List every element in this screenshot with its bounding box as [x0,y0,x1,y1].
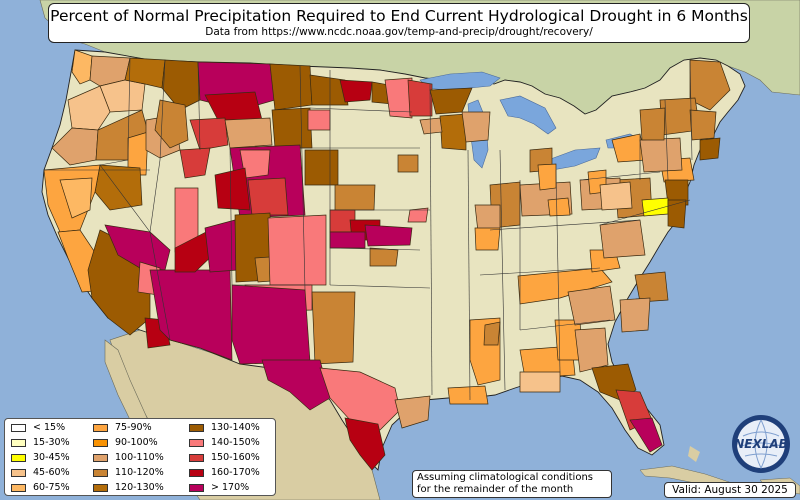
globe-lines [740,431,782,457]
legend-label: 150-160% [211,452,260,463]
legend-swatch [11,453,26,462]
bahamas-land [688,446,700,462]
logo-text: NEXLAB [734,437,788,451]
legend-label: 90-100% [115,437,158,448]
globe-meridian [754,419,768,470]
state-boundaries [44,57,693,401]
legend-swatch [11,468,26,477]
map-title: Percent of Normal Precipitation Required… [50,7,748,25]
legend-item: 160-170% [189,467,260,479]
legend-label: > 170% [211,482,250,493]
legend-label: 15-30% [33,437,70,448]
legend: < 15% 15-30% 30-45% 45-60% 60-75% 75-90% 90-10… [4,418,276,496]
legend-swatch [189,453,204,462]
legend-item: 150-160% [189,452,260,464]
title-box: Percent of Normal Precipitation Required… [48,3,750,43]
climatology-note: Assuming climatological conditions for t… [412,470,612,498]
map-subtitle: Data from https://www.ncdc.noaa.gov/temp… [205,26,593,38]
legend-swatch [11,483,26,492]
legend-item: 60-75% [11,482,70,494]
legend-label: 110-120% [115,467,164,478]
legend-label: 120-130% [115,482,164,493]
legend-item: 45-60% [11,467,70,479]
legend-swatch [189,483,204,492]
valid-date: Valid: August 30 2025 [664,482,796,498]
legend-label: 60-75% [33,482,70,493]
legend-label: 130-140% [211,422,260,433]
drought-regions [43,49,731,471]
legend-swatch [189,423,204,432]
legend-swatch [11,438,26,447]
legend-swatch [93,453,108,462]
legend-item: 75-90% [93,422,152,434]
legend-label: 160-170% [211,467,260,478]
legend-label: 45-60% [33,467,70,478]
legend-swatch [11,423,26,432]
legend-item: 110-120% [93,467,164,479]
legend-item: < 15% [11,422,65,434]
legend-item: 130-140% [189,422,260,434]
legend-item: 100-110% [93,452,164,464]
legend-swatch [93,483,108,492]
legend-item: 30-45% [11,452,70,464]
legend-item: > 170% [189,482,249,494]
note-line-2: for the remainder of the month [417,484,574,495]
legend-swatch [93,423,108,432]
legend-item: 140-150% [189,437,260,449]
legend-swatch [189,468,204,477]
legend-label: 75-90% [115,422,152,433]
legend-item: 120-130% [93,482,164,494]
legend-item: 90-100% [93,437,158,449]
legend-swatch [189,438,204,447]
legend-label: 140-150% [211,437,260,448]
legend-label: 100-110% [115,452,164,463]
nexlab-logo: NEXLAB [732,415,790,473]
note-line-1: Assuming climatological conditions [417,472,593,483]
legend-label: 30-45% [33,452,70,463]
legend-swatch [93,468,108,477]
legend-swatch [93,438,108,447]
legend-label: < 15% [33,422,66,433]
legend-item: 15-30% [11,437,70,449]
logo-globe [737,420,785,468]
